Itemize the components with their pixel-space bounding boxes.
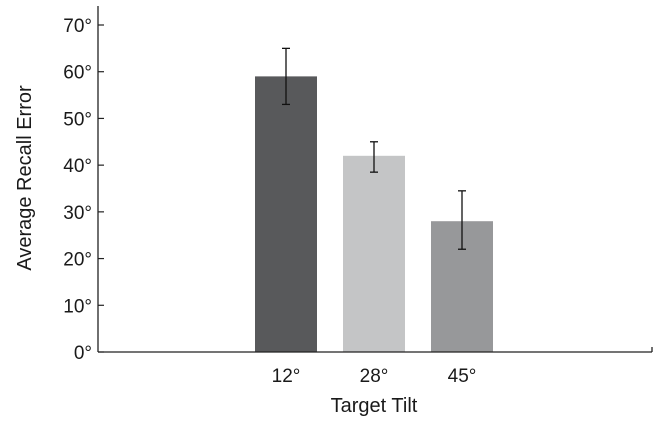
error-bar <box>282 47 290 106</box>
error-bar <box>458 190 466 250</box>
error-bar <box>370 141 378 173</box>
y-axis-title: Average Recall Error <box>14 85 36 271</box>
y-tick-label: 0° <box>74 343 92 364</box>
bars <box>255 76 493 352</box>
x-axis-ticks: 12° 28° 45° <box>272 366 477 387</box>
y-tick-label: 50° <box>63 109 92 130</box>
error-bars <box>282 47 466 250</box>
y-tick-label: 40° <box>63 156 92 177</box>
y-tick-label: 10° <box>63 296 92 317</box>
x-axis-title: Target Tilt <box>331 395 418 417</box>
bar <box>255 76 317 352</box>
y-tick-label: 30° <box>63 203 92 224</box>
bar <box>343 155 405 352</box>
x-tick-label: 45° <box>448 366 477 387</box>
x-tick-label: 28° <box>360 366 389 387</box>
y-tick-label: 70° <box>63 16 92 37</box>
x-tick-label: 12° <box>272 366 301 387</box>
y-tick-label: 20° <box>63 250 92 271</box>
y-axis-ticks: 0° 10° 20° 30° 40° 50° 60° 70° <box>63 16 104 364</box>
y-tick-label: 60° <box>63 63 92 84</box>
